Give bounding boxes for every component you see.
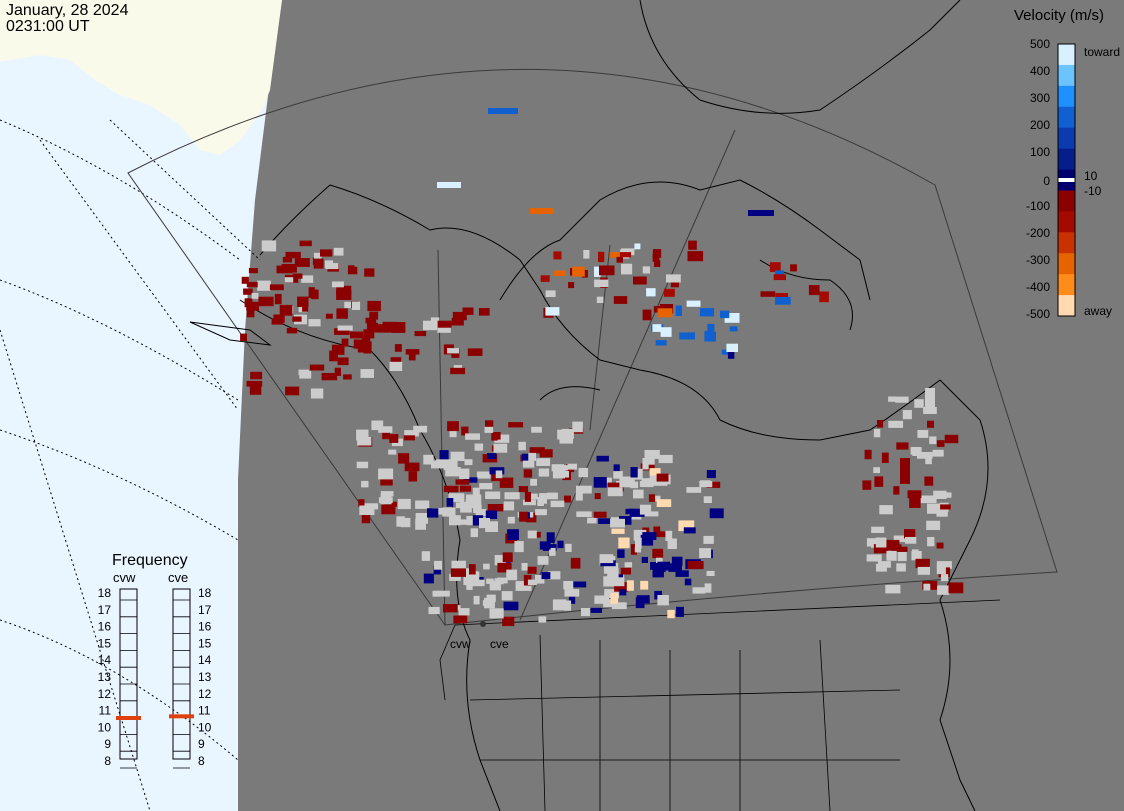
colorbar-toward-label: toward: [1084, 45, 1120, 59]
cvw-frequency-bar: [119, 588, 138, 760]
cvw-site-label: cvw: [450, 637, 471, 651]
colorbar-segment: [1058, 148, 1075, 171]
frequency-cve-label: cve: [168, 570, 188, 585]
cvw-frequency-tick: 15: [98, 636, 112, 650]
colorbar-tick-label: 400: [1030, 64, 1050, 78]
velocity-echo-cells: [240, 108, 964, 627]
colorbar-tick-label: 0: [1043, 174, 1050, 188]
alaska-land-region: [0, 0, 282, 155]
cve-frequency-tick: 10: [198, 720, 212, 734]
cvw-frequency-tick: 12: [98, 687, 112, 701]
cvw-frequency-tick: 18: [98, 586, 112, 600]
colorbar-frame: [1057, 43, 1076, 317]
frequency-panel: Frequency cvw cve 18 18 17 17 16 16 15 15 14 14 13…: [98, 552, 212, 769]
cvw-site-marker: [480, 621, 486, 627]
cvw-frequency-tick: 11: [99, 704, 112, 718]
cvw-frequency-tick: 14: [98, 653, 112, 667]
colorbar-segment: [1058, 64, 1075, 87]
coastlines: [189, 0, 989, 811]
colorbar-tick-label: -200: [1026, 226, 1050, 240]
colorbar-tick-label: -500: [1026, 307, 1050, 321]
cve-frequency-tick: 16: [198, 620, 212, 634]
colorbar-segment: [1058, 253, 1075, 275]
colorbar-segment: [1058, 232, 1075, 254]
frequency-cvw-label: cvw: [113, 570, 136, 585]
colorbar-segment: [1058, 211, 1075, 233]
colorbar-tick-label: -10: [1084, 184, 1102, 198]
cvw-frequency-tick: 17: [98, 603, 112, 617]
cve-frequency-tick: 8: [198, 754, 205, 768]
cve-frequency-tick: 18: [198, 586, 212, 600]
colorbar-segment: [1058, 127, 1075, 150]
cve-site-label: cve: [490, 637, 509, 651]
observation-time: 0231:00 UT: [6, 18, 90, 35]
cvw-frequency-marker: [116, 716, 141, 720]
colorbar-tick-label: 10: [1084, 169, 1098, 183]
colorbar-segment: [1058, 85, 1075, 108]
frequency-title: Frequency: [112, 552, 188, 569]
cvw-frequency-tick: 13: [98, 670, 112, 684]
cvw-frequency-tick: 8: [104, 754, 111, 768]
cvw-frequency-tick: 9: [104, 737, 111, 751]
radar-sites: cvw cve: [450, 621, 509, 651]
radar-fov-outline: [127, 69, 1058, 626]
observation-date: January, 28 2024: [6, 2, 129, 19]
velocity-colorbar: Velocity (m/s) toward away 500 400 300 200 1…: [1014, 7, 1120, 321]
colorbar-tick-label: -100: [1026, 199, 1050, 213]
colorbar-tick-label: 500: [1030, 37, 1050, 51]
cve-frequency-tick: 11: [198, 704, 211, 718]
cve-frequency-tick: 13: [198, 670, 212, 684]
cve-frequency-tick: 15: [198, 636, 212, 650]
colorbar-tick-label: -400: [1026, 280, 1050, 294]
cve-frequency-marker: [169, 714, 194, 719]
colorbar-segment: [1058, 295, 1075, 317]
colorbar-away-label: away: [1084, 304, 1112, 318]
graticule-lines: [0, 119, 261, 811]
colorbar-tick-label: -300: [1026, 253, 1050, 267]
colorbar-tick-label: 100: [1030, 145, 1050, 159]
cve-frequency-tick: 17: [198, 603, 212, 617]
cvw-frequency-tick: 16: [98, 620, 112, 634]
colorbar-zero-band: [1058, 178, 1075, 182]
colorbar-tick-label: 200: [1030, 118, 1050, 132]
colorbar-segment: [1058, 190, 1075, 212]
colorbar-segment: [1058, 274, 1075, 296]
cve-frequency-tick: 9: [198, 737, 205, 751]
colorbar-segment: [1058, 44, 1075, 66]
cve-frequency-tick: 12: [198, 687, 212, 701]
cve-frequency-bar: [172, 588, 191, 760]
cve-frequency-tick: 14: [198, 653, 212, 667]
colorbar-tick-label: 300: [1030, 91, 1050, 105]
ocean-region: [0, 0, 282, 811]
cvw-frequency-tick: 10: [98, 720, 112, 734]
state-borders: [439, 599, 1001, 811]
colorbar-segment: [1058, 106, 1075, 129]
colorbar-title: Velocity (m/s): [1014, 7, 1104, 24]
